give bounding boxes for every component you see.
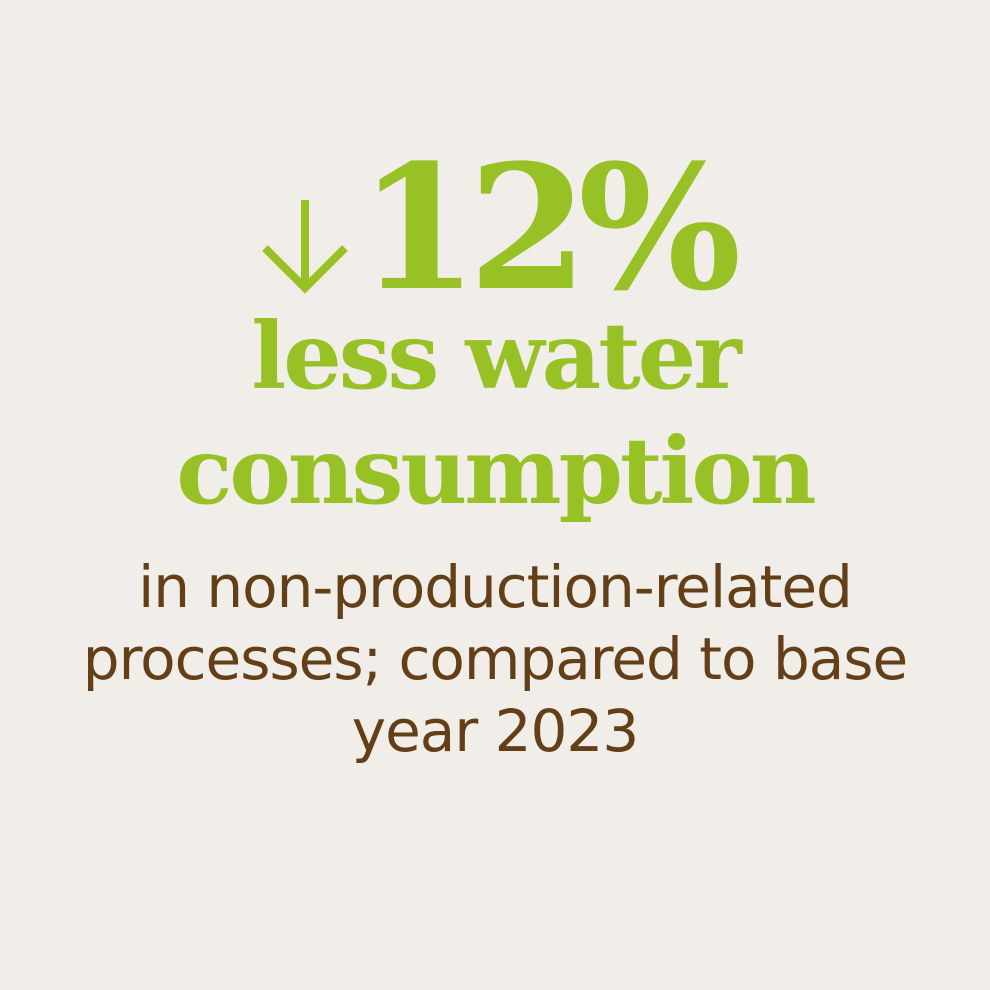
stat-headline-row: 12%: [0, 140, 990, 314]
arrow-down-icon: [259, 140, 351, 310]
description-line-3: year 2023: [351, 697, 639, 765]
description-line-1: in non-production-related: [138, 553, 853, 621]
headline-line-1: less water: [251, 302, 741, 410]
headline-line-2: consumption: [176, 417, 816, 525]
stat-value: 12%: [358, 126, 742, 329]
description-line-2: processes; compared to base: [82, 625, 908, 693]
